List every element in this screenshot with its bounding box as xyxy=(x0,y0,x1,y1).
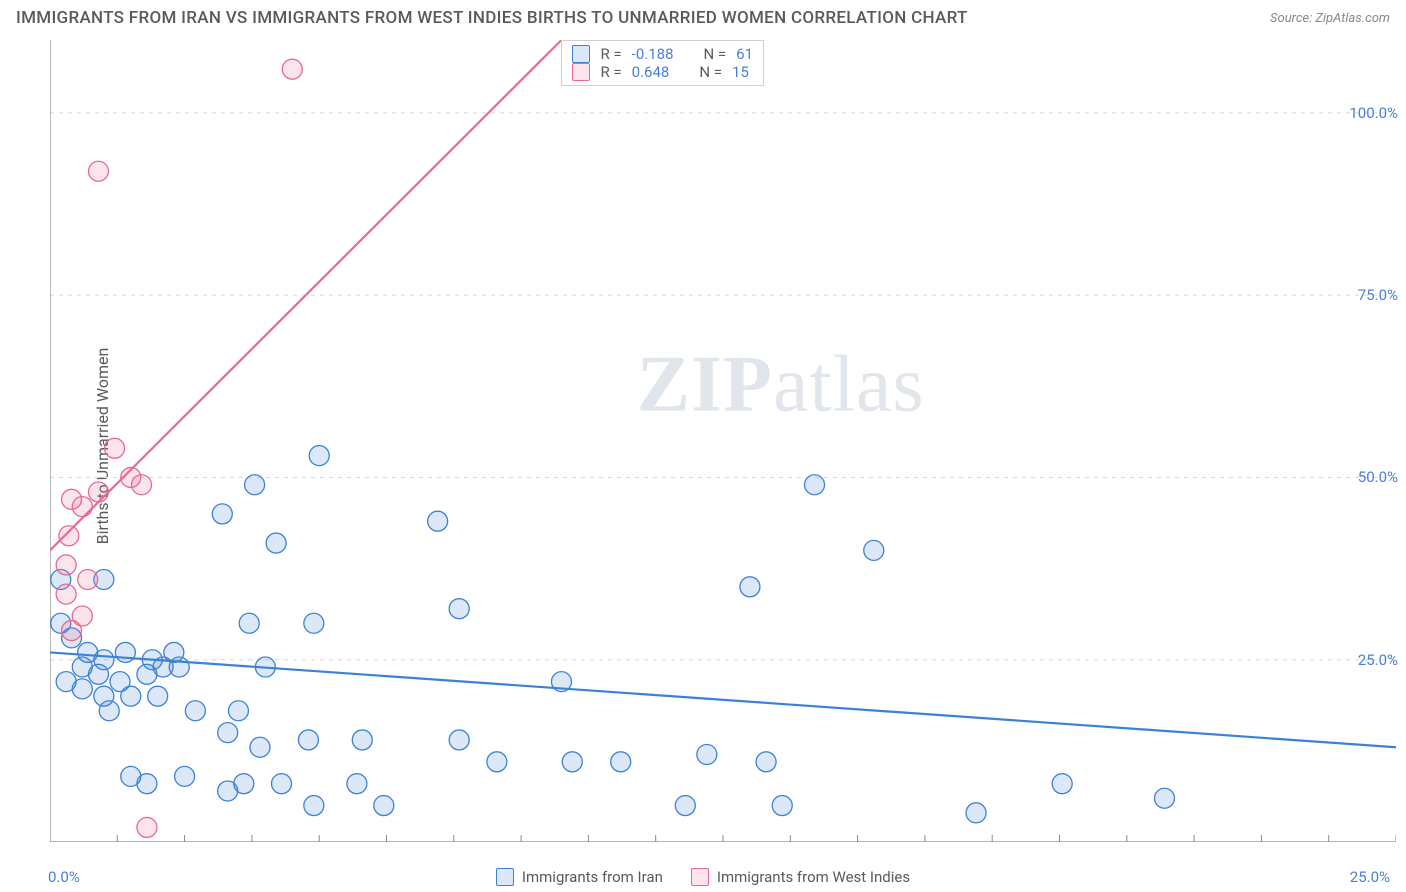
legend-swatch-icon xyxy=(572,63,590,81)
data-point xyxy=(805,475,825,495)
trend-line xyxy=(50,652,1396,747)
r-label: R = xyxy=(600,63,621,81)
data-point xyxy=(449,599,469,619)
data-point xyxy=(245,475,265,495)
legend-item: Immigrants from West Indies xyxy=(691,868,910,886)
legend-item: Immigrants from Iran xyxy=(496,868,663,886)
data-point xyxy=(1052,774,1072,794)
data-point xyxy=(449,730,469,750)
data-point xyxy=(675,796,695,816)
data-point xyxy=(428,511,448,531)
data-point xyxy=(1154,788,1174,808)
data-point xyxy=(56,584,76,604)
n-label: N = xyxy=(704,45,727,63)
plot-area: ZIPatlas 25.0%50.0%75.0%100.0% R =-0.188… xyxy=(50,40,1396,842)
n-label: N = xyxy=(699,63,722,81)
data-point xyxy=(772,796,792,816)
series-legend: Immigrants from Iran Immigrants from West… xyxy=(0,868,1406,886)
data-point xyxy=(185,701,205,721)
data-point xyxy=(78,570,98,590)
data-point xyxy=(298,730,318,750)
data-point xyxy=(864,540,884,560)
data-point xyxy=(562,752,582,772)
data-point xyxy=(137,817,157,837)
chart-title: IMMIGRANTS FROM IRAN VS IMMIGRANTS FROM … xyxy=(16,8,968,28)
data-point xyxy=(88,482,108,502)
data-point xyxy=(137,774,157,794)
legend-swatch-icon xyxy=(572,45,590,63)
data-point xyxy=(105,438,125,458)
data-point xyxy=(697,745,717,765)
data-point xyxy=(212,504,232,524)
data-point xyxy=(309,446,329,466)
data-point xyxy=(966,803,986,823)
data-point xyxy=(347,774,367,794)
data-point xyxy=(234,774,254,794)
data-point xyxy=(148,686,168,706)
source-attribution: Source: ZipAtlas.com xyxy=(1270,11,1390,26)
r-label: R = xyxy=(600,45,621,63)
data-point xyxy=(72,497,92,517)
n-value: 61 xyxy=(736,45,753,63)
y-tick-label: 100.0% xyxy=(1349,104,1398,122)
n-value: 15 xyxy=(732,63,749,81)
data-point xyxy=(99,701,119,721)
y-tick-label: 75.0% xyxy=(1358,286,1398,304)
data-point xyxy=(611,752,631,772)
data-point xyxy=(72,606,92,626)
data-point xyxy=(59,526,79,546)
legend-swatch-icon xyxy=(496,868,514,886)
data-point xyxy=(175,766,195,786)
y-tick-label: 50.0% xyxy=(1358,468,1398,486)
r-value: 0.648 xyxy=(632,63,670,81)
data-point xyxy=(266,533,286,553)
legend-label: Immigrants from West Indies xyxy=(717,868,910,886)
data-point xyxy=(272,774,292,794)
r-value: -0.188 xyxy=(632,45,674,63)
data-point xyxy=(115,642,135,662)
data-point xyxy=(228,701,248,721)
legend-swatch-icon xyxy=(691,868,709,886)
data-point xyxy=(374,796,394,816)
legend-row: R = 0.648 N = 15 xyxy=(572,63,753,81)
data-point xyxy=(218,723,238,743)
legend-row: R = -0.188 N = 61 xyxy=(572,45,753,63)
data-point xyxy=(250,737,270,757)
data-point xyxy=(132,475,152,495)
legend-label: Immigrants from Iran xyxy=(522,868,663,886)
y-tick-label: 25.0% xyxy=(1358,651,1398,669)
scatter-plot xyxy=(50,40,1396,842)
data-point xyxy=(487,752,507,772)
data-point xyxy=(121,686,141,706)
correlation-legend: R = -0.188 N = 61 R = 0.648 N = 15 xyxy=(561,40,764,86)
data-point xyxy=(239,613,259,633)
data-point xyxy=(94,650,114,670)
data-point xyxy=(56,555,76,575)
data-point xyxy=(72,679,92,699)
data-point xyxy=(756,752,776,772)
data-point xyxy=(282,59,302,79)
data-point xyxy=(304,613,324,633)
data-point xyxy=(740,577,760,597)
data-point xyxy=(352,730,372,750)
data-point xyxy=(304,796,324,816)
data-point xyxy=(88,161,108,181)
